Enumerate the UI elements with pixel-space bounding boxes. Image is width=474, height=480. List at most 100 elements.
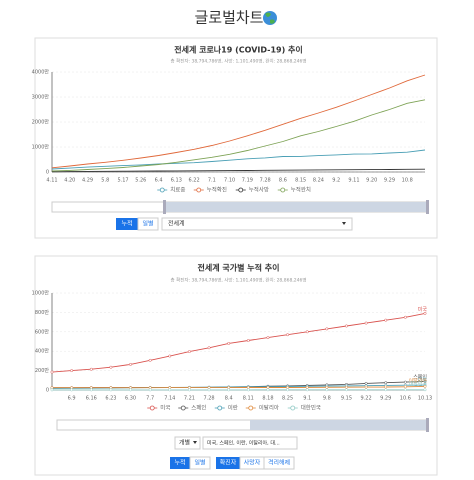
x-tick-label: 8.24 bbox=[313, 178, 324, 184]
legend-swatch bbox=[196, 187, 202, 193]
point bbox=[305, 385, 309, 389]
legend-swatch bbox=[180, 405, 186, 411]
legend-swatch bbox=[280, 187, 286, 193]
x-tick-label: 7.1 bbox=[208, 178, 216, 184]
point bbox=[325, 327, 329, 331]
end-label: 이탈리아 bbox=[409, 377, 428, 384]
button-label: 누적 bbox=[121, 221, 132, 228]
point bbox=[109, 365, 113, 369]
series-line bbox=[51, 168, 426, 173]
point bbox=[266, 386, 270, 389]
point bbox=[403, 315, 407, 319]
x-tick-label: 7.21 bbox=[184, 396, 195, 402]
legend-swatch bbox=[238, 187, 244, 193]
point bbox=[207, 388, 211, 392]
series-line bbox=[51, 149, 426, 170]
select[interactable] bbox=[161, 217, 353, 231]
point bbox=[403, 385, 407, 389]
end-label: 이란 bbox=[418, 377, 428, 384]
button[interactable] bbox=[137, 217, 159, 231]
point bbox=[246, 339, 250, 342]
chart-subtitle: 총 확진자: 38,794,786명, 사망: 1,101,490명, 완치: … bbox=[171, 58, 307, 65]
point bbox=[129, 388, 132, 392]
button[interactable] bbox=[216, 457, 240, 469]
point bbox=[227, 388, 231, 392]
x-tick-label: 8.6 bbox=[279, 178, 287, 184]
select[interactable] bbox=[174, 436, 201, 450]
x-tick-label: 7.28 bbox=[203, 396, 214, 402]
point bbox=[266, 336, 270, 340]
point bbox=[50, 388, 54, 392]
y-tick-label: 4000만 bbox=[32, 69, 50, 76]
x-tick-label: 5.17 bbox=[117, 178, 128, 184]
point bbox=[403, 380, 407, 384]
point bbox=[207, 346, 211, 350]
x-tick-label: 6.30 bbox=[125, 396, 136, 402]
point bbox=[325, 388, 329, 392]
x-tick-label: 9.29 bbox=[380, 396, 391, 402]
point bbox=[345, 324, 348, 328]
point bbox=[266, 388, 270, 392]
legend-label: 스페인 bbox=[191, 404, 206, 412]
select-label: 개별 bbox=[179, 439, 190, 447]
x-tick-label: 5.8 bbox=[101, 178, 109, 184]
point bbox=[129, 362, 132, 366]
point bbox=[384, 385, 388, 389]
legend-label: 대한민국 bbox=[301, 404, 321, 412]
select-label: 전세계 bbox=[168, 220, 185, 228]
point bbox=[187, 388, 191, 392]
chart-title: 전세계 국가별 누적 추이 bbox=[198, 263, 280, 273]
button[interactable] bbox=[263, 456, 295, 470]
point bbox=[286, 388, 290, 392]
point bbox=[364, 385, 368, 389]
legend-label: 누적사망 bbox=[249, 186, 269, 194]
button[interactable] bbox=[170, 457, 190, 469]
legend-label: 이란 bbox=[228, 404, 238, 412]
legend-swatch bbox=[149, 405, 155, 411]
x-tick-label: 10.6 bbox=[400, 396, 411, 402]
x-tick-label: 6.4 bbox=[155, 178, 163, 184]
point bbox=[305, 388, 309, 392]
caret bbox=[193, 441, 197, 444]
point bbox=[187, 350, 191, 354]
x-tick-label: 7.28 bbox=[260, 178, 271, 184]
legend-swatch bbox=[290, 405, 296, 411]
end-label: 미국 bbox=[418, 306, 428, 313]
point bbox=[345, 385, 348, 389]
button[interactable] bbox=[189, 456, 211, 470]
x-tick-label: 8.18 bbox=[262, 396, 273, 402]
slider[interactable] bbox=[51, 200, 429, 214]
x-tick-label: 9.22 bbox=[361, 396, 372, 402]
end-label: 스페인 bbox=[413, 373, 427, 380]
x-tick-label: 6.13 bbox=[171, 178, 182, 184]
point bbox=[246, 386, 250, 389]
y-tick-label: 1000만 bbox=[32, 290, 50, 297]
x-tick-label: 7.14 bbox=[164, 396, 175, 402]
button-label: 확진자 bbox=[220, 459, 237, 467]
slider[interactable] bbox=[56, 418, 429, 432]
point bbox=[423, 384, 427, 388]
y-tick-label: 0 bbox=[46, 170, 49, 176]
button[interactable] bbox=[116, 218, 138, 230]
point bbox=[384, 388, 388, 392]
button-label: 누적 bbox=[174, 460, 185, 467]
point bbox=[364, 321, 368, 325]
point bbox=[364, 388, 368, 392]
point bbox=[325, 385, 329, 389]
point bbox=[70, 388, 74, 392]
x-tick-label: 5.26 bbox=[135, 178, 146, 184]
x-tick-label: 9.15 bbox=[341, 396, 352, 402]
select[interactable] bbox=[202, 436, 298, 450]
x-tick-label: 4.29 bbox=[82, 178, 93, 184]
button-label: 일별 bbox=[142, 220, 153, 228]
series-line bbox=[51, 74, 426, 169]
point bbox=[109, 388, 113, 392]
page-title: 글로벌차트 bbox=[194, 9, 263, 27]
button-label: 일별 bbox=[194, 459, 205, 467]
y-tick-label: 3000만 bbox=[32, 94, 50, 101]
globe-icon bbox=[263, 11, 277, 25]
legend-label: 미국 bbox=[160, 404, 170, 412]
button-label: 격리해제 bbox=[268, 459, 290, 467]
y-tick-label: 1000만 bbox=[32, 144, 50, 151]
